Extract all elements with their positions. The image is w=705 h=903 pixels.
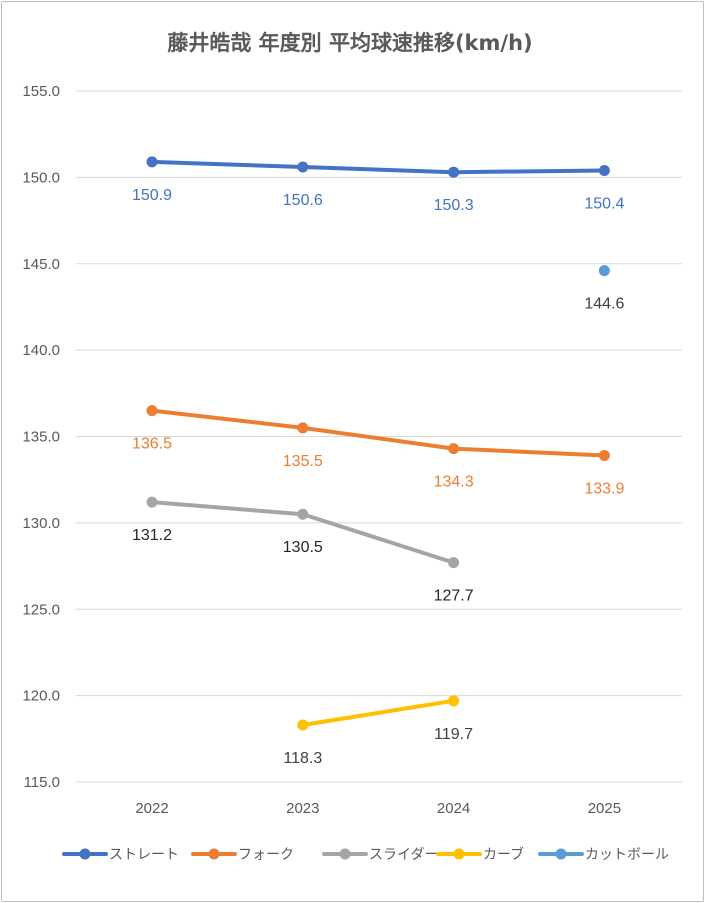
- legend-label: ストレート: [109, 847, 179, 863]
- series-line: [300, 698, 456, 727]
- data-labels: 150.9 150.6 150.3 150.4 136.5 135.5 134.3 133.9…: [132, 187, 625, 767]
- x-tick-label: 2025: [588, 800, 621, 817]
- legend-marker: [453, 848, 465, 860]
- data-point: [297, 719, 309, 731]
- x-tick-label: 2022: [135, 800, 168, 817]
- data-label: 118.3: [283, 750, 322, 767]
- x-tick-label: 2024: [437, 800, 470, 817]
- legend-item: カットボール: [538, 847, 669, 863]
- legend-marker: [79, 848, 91, 860]
- legend: ストレート フォーク スライダー カーブ カットボール: [62, 846, 669, 863]
- data-label: 119.7: [434, 726, 473, 743]
- data-label: 135.5: [283, 453, 323, 470]
- data-label: 150.6: [283, 192, 323, 209]
- y-tick-label: 140.0: [22, 342, 60, 359]
- data-point: [297, 422, 309, 434]
- data-point: [448, 443, 460, 455]
- data-label: 130.5: [283, 539, 323, 556]
- data-label: 136.5: [132, 436, 172, 453]
- data-point: [297, 161, 309, 173]
- legend-item: フォーク: [191, 847, 294, 863]
- data-point: [146, 405, 158, 417]
- data-point: [448, 166, 460, 178]
- data-label: 144.6: [584, 296, 624, 313]
- data-label: 133.9: [584, 481, 624, 498]
- y-tick-label: 145.0: [22, 256, 60, 273]
- legend-label: カットボール: [585, 847, 669, 863]
- y-axis-tick-labels: 115.0 120.0 125.0 130.0 135.0 140.0 145.0 150.0…: [22, 83, 60, 791]
- series-lines: [150, 159, 607, 727]
- legend-marker: [339, 848, 351, 860]
- data-point: [598, 265, 610, 277]
- legend-label: スライダー: [369, 847, 438, 863]
- data-point: [598, 450, 610, 462]
- data-label: 150.4: [584, 195, 624, 212]
- chart-title: 藤井皓哉 年度別 平均球速推移(km/h): [166, 31, 532, 55]
- x-axis-tick-labels: 2022 2023 2024 2025: [135, 800, 621, 817]
- data-point: [448, 557, 460, 569]
- y-tick-label: 125.0: [22, 601, 60, 618]
- x-tick-label: 2023: [286, 800, 319, 817]
- legend-label: カーブ: [483, 846, 524, 863]
- data-label: 127.7: [434, 588, 474, 605]
- data-point: [146, 156, 158, 168]
- series-line: [150, 159, 607, 175]
- y-tick-label: 130.0: [22, 515, 60, 532]
- y-tick-label: 115.0: [24, 774, 60, 791]
- y-tick-label: 120.0: [22, 688, 60, 705]
- y-tick-label: 155.0: [22, 83, 60, 100]
- legend-marker: [555, 848, 567, 860]
- gridlines: [76, 90, 682, 783]
- data-label: 150.3: [434, 197, 474, 214]
- data-point: [598, 164, 610, 176]
- legend-item: ストレート: [62, 847, 179, 863]
- data-label: 150.9: [132, 187, 172, 204]
- data-point: [146, 496, 158, 508]
- legend-item: スライダー: [322, 847, 438, 863]
- data-point: [297, 508, 309, 520]
- y-tick-label: 135.0: [22, 429, 60, 446]
- data-label: 134.3: [434, 474, 474, 491]
- legend-marker: [208, 848, 220, 860]
- data-point: [448, 695, 460, 707]
- y-tick-label: 150.0: [22, 169, 60, 186]
- series-line: [150, 408, 607, 458]
- data-label: 131.2: [132, 527, 172, 544]
- legend-item: カーブ: [436, 846, 524, 863]
- series-markers: [146, 156, 610, 731]
- legend-label: フォーク: [238, 847, 294, 863]
